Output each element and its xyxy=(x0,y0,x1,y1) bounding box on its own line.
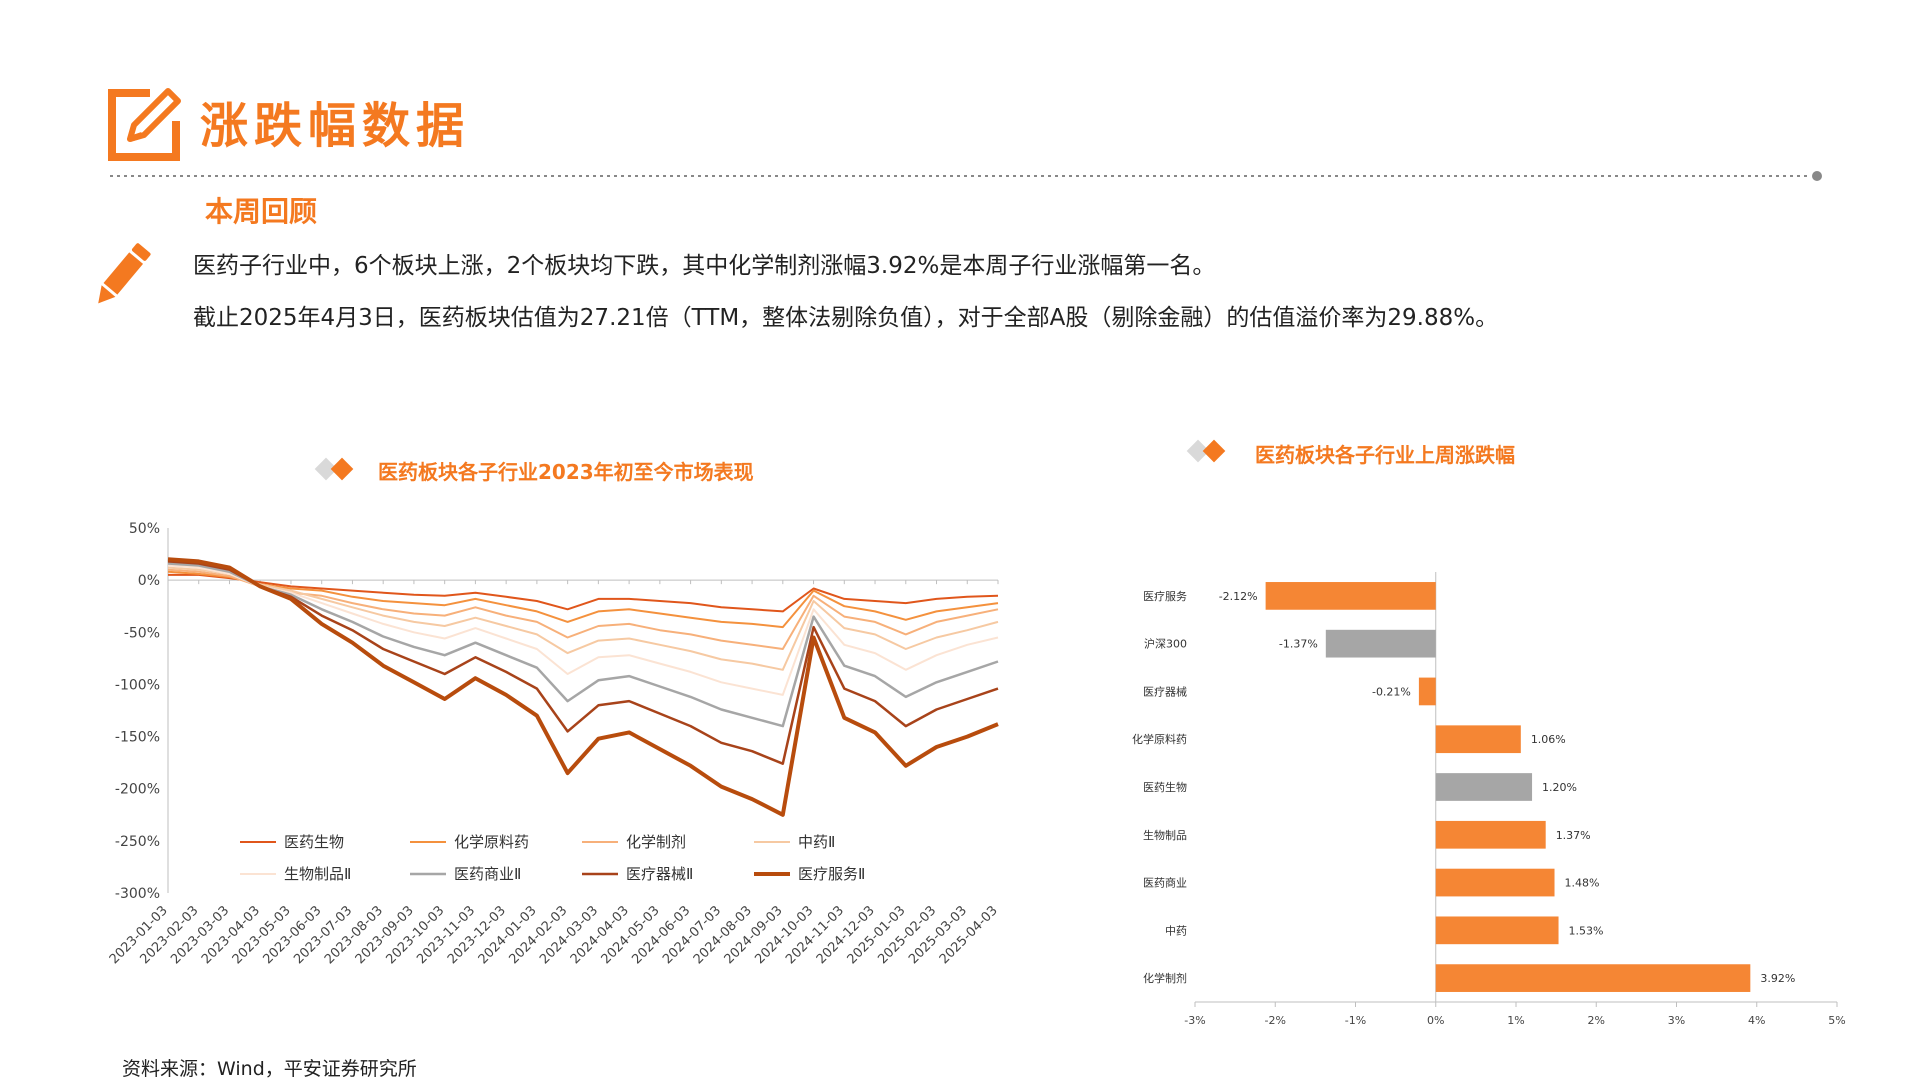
category-label: 医药生物 xyxy=(1143,780,1187,794)
y-tick-label: 0% xyxy=(138,573,160,589)
category-label: 医疗器械 xyxy=(1143,684,1187,698)
series-line xyxy=(167,566,999,671)
bar xyxy=(1435,820,1546,849)
y-tick-label: -50% xyxy=(124,625,160,641)
bar xyxy=(1325,629,1436,658)
data-label: 3.92% xyxy=(1760,972,1795,985)
x-tick-label: -3% xyxy=(1184,1014,1205,1027)
category-label: 医疗服务 xyxy=(1143,589,1187,603)
data-label: 1.06% xyxy=(1531,733,1566,746)
legend-label: 生物制品Ⅱ xyxy=(284,865,351,883)
x-tick-label: -1% xyxy=(1345,1014,1366,1027)
category-label: 生物制品 xyxy=(1143,828,1187,842)
x-tick-label: -2% xyxy=(1265,1014,1286,1027)
legend-label: 化学原料药 xyxy=(454,833,529,851)
data-label: 1.53% xyxy=(1569,924,1604,937)
bar xyxy=(1435,916,1559,945)
pencil-icon xyxy=(98,243,151,304)
data-label: 1.48% xyxy=(1565,877,1600,890)
category-label: 医药商业 xyxy=(1143,876,1187,890)
legend-label: 医药商业Ⅱ xyxy=(454,865,521,883)
y-tick-label: -250% xyxy=(115,834,160,850)
series-line xyxy=(168,573,999,613)
line-chart: 50%0%-50%-100%-150%-200%-250%-300%2023-0… xyxy=(107,521,1001,967)
category-label: 沪深300 xyxy=(1144,637,1187,651)
line-chart-title: 医药板块各子行业2023年初至今市场表现 xyxy=(378,460,754,482)
x-tick-label: 5% xyxy=(1828,1014,1845,1027)
bar-chart: -3% -2% -1% 0% 1% 2% 3% 4% 5% 医疗服务 -2.12% 沪深300 -1.3… xyxy=(1132,572,1846,1027)
bar xyxy=(1265,582,1436,610)
diamond-icon xyxy=(314,457,354,481)
legend-label: 中药Ⅱ xyxy=(798,833,835,851)
legend-label: 医疗器械Ⅱ xyxy=(626,865,693,883)
series-line xyxy=(167,564,999,696)
legend-label: 医药生物 xyxy=(284,833,344,851)
series-line xyxy=(167,570,999,629)
x-tick-label: 0% xyxy=(1427,1014,1444,1027)
bar xyxy=(1435,964,1751,992)
series-line xyxy=(167,557,999,817)
data-label: -1.37% xyxy=(1279,638,1318,651)
x-tick-label: 3% xyxy=(1668,1014,1685,1027)
x-tick-label: 1% xyxy=(1507,1014,1524,1027)
series-line xyxy=(167,562,999,728)
x-tick-label: 2% xyxy=(1588,1014,1605,1027)
category-label: 化学制剂 xyxy=(1143,971,1187,985)
y-tick-label: 50% xyxy=(129,521,160,537)
category-label: 化学原料药 xyxy=(1132,732,1187,746)
bar-chart-title: 医药板块各子行业上周涨跌幅 xyxy=(1255,443,1515,467)
x-tick-label: 4% xyxy=(1748,1014,1765,1027)
section-heading: 本周回顾 xyxy=(205,195,318,228)
data-label: -2.12% xyxy=(1219,590,1258,603)
summary-line-2: 截止2025年4月3日，医药板块估值为27.21倍（TTM，整体法剔除负值），对… xyxy=(193,305,1499,331)
y-tick-label: -200% xyxy=(115,782,160,798)
legend-label: 医疗服务Ⅱ xyxy=(798,865,865,883)
source-note: 资料来源：Wind，平安证券研究所 xyxy=(122,1058,417,1080)
data-label: 1.37% xyxy=(1556,829,1591,842)
y-tick-label: -100% xyxy=(115,677,160,693)
section-divider xyxy=(110,171,1822,181)
y-tick-label: -150% xyxy=(115,730,160,746)
bar xyxy=(1435,725,1521,754)
bar xyxy=(1435,868,1555,897)
bar xyxy=(1435,773,1533,801)
y-tick-label: -300% xyxy=(115,886,160,902)
summary-line-1: 医药子行业中，6个板块上涨，2个板块均下跌，其中化学制剂涨幅3.92%是本周子行… xyxy=(193,253,1216,279)
data-label: 1.20% xyxy=(1542,781,1577,794)
page-title: 涨跌幅数据 xyxy=(200,98,471,154)
legend-label: 化学制剂 xyxy=(626,833,686,851)
data-label: -0.21% xyxy=(1372,685,1411,698)
series-line xyxy=(167,568,999,650)
series-line xyxy=(167,560,999,765)
diamond-icon xyxy=(1186,439,1226,463)
edit-icon xyxy=(108,88,181,161)
bar xyxy=(1418,677,1436,706)
category-label: 中药 xyxy=(1165,924,1187,937)
